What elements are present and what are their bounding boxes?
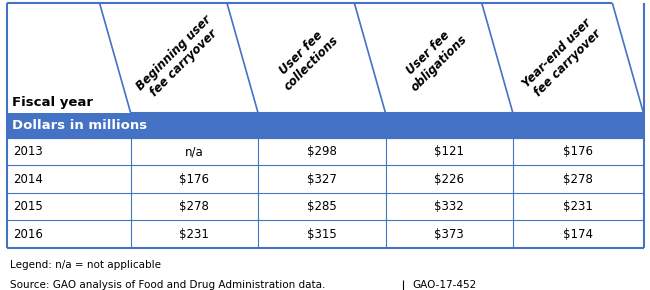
Text: $332: $332 xyxy=(434,200,464,213)
Bar xyxy=(6,113,644,138)
Text: n/a: n/a xyxy=(185,145,204,158)
Text: $226: $226 xyxy=(434,173,464,186)
Text: $278: $278 xyxy=(564,173,593,186)
Text: 2014: 2014 xyxy=(13,173,43,186)
Text: Year-end user
fee carryover: Year-end user fee carryover xyxy=(521,16,605,100)
Text: $298: $298 xyxy=(307,145,337,158)
Text: 2015: 2015 xyxy=(13,200,43,213)
Text: User fee
obligations: User fee obligations xyxy=(398,22,470,94)
Text: $231: $231 xyxy=(564,200,593,213)
Text: $176: $176 xyxy=(179,173,209,186)
Text: $315: $315 xyxy=(307,228,337,241)
Text: Source: GAO analysis of Food and Drug Administration data.: Source: GAO analysis of Food and Drug Ad… xyxy=(10,280,325,290)
Text: $231: $231 xyxy=(179,228,209,241)
Text: $327: $327 xyxy=(307,173,337,186)
Text: $174: $174 xyxy=(563,228,593,241)
Text: 2013: 2013 xyxy=(13,145,43,158)
Text: $121: $121 xyxy=(434,145,464,158)
Text: $373: $373 xyxy=(434,228,464,241)
Text: $176: $176 xyxy=(563,145,593,158)
Text: GAO-17-452: GAO-17-452 xyxy=(413,280,477,290)
Text: Fiscal year: Fiscal year xyxy=(12,96,93,109)
Text: $278: $278 xyxy=(179,200,209,213)
Text: 2016: 2016 xyxy=(13,228,43,241)
Bar xyxy=(6,3,644,113)
Text: Beginning user
fee carryover: Beginning user fee carryover xyxy=(133,13,224,103)
Text: $285: $285 xyxy=(307,200,337,213)
Text: Legend: n/a = not applicable: Legend: n/a = not applicable xyxy=(10,260,161,269)
Text: User fee
collections: User fee collections xyxy=(271,23,341,93)
Text: Dollars in millions: Dollars in millions xyxy=(12,119,147,132)
